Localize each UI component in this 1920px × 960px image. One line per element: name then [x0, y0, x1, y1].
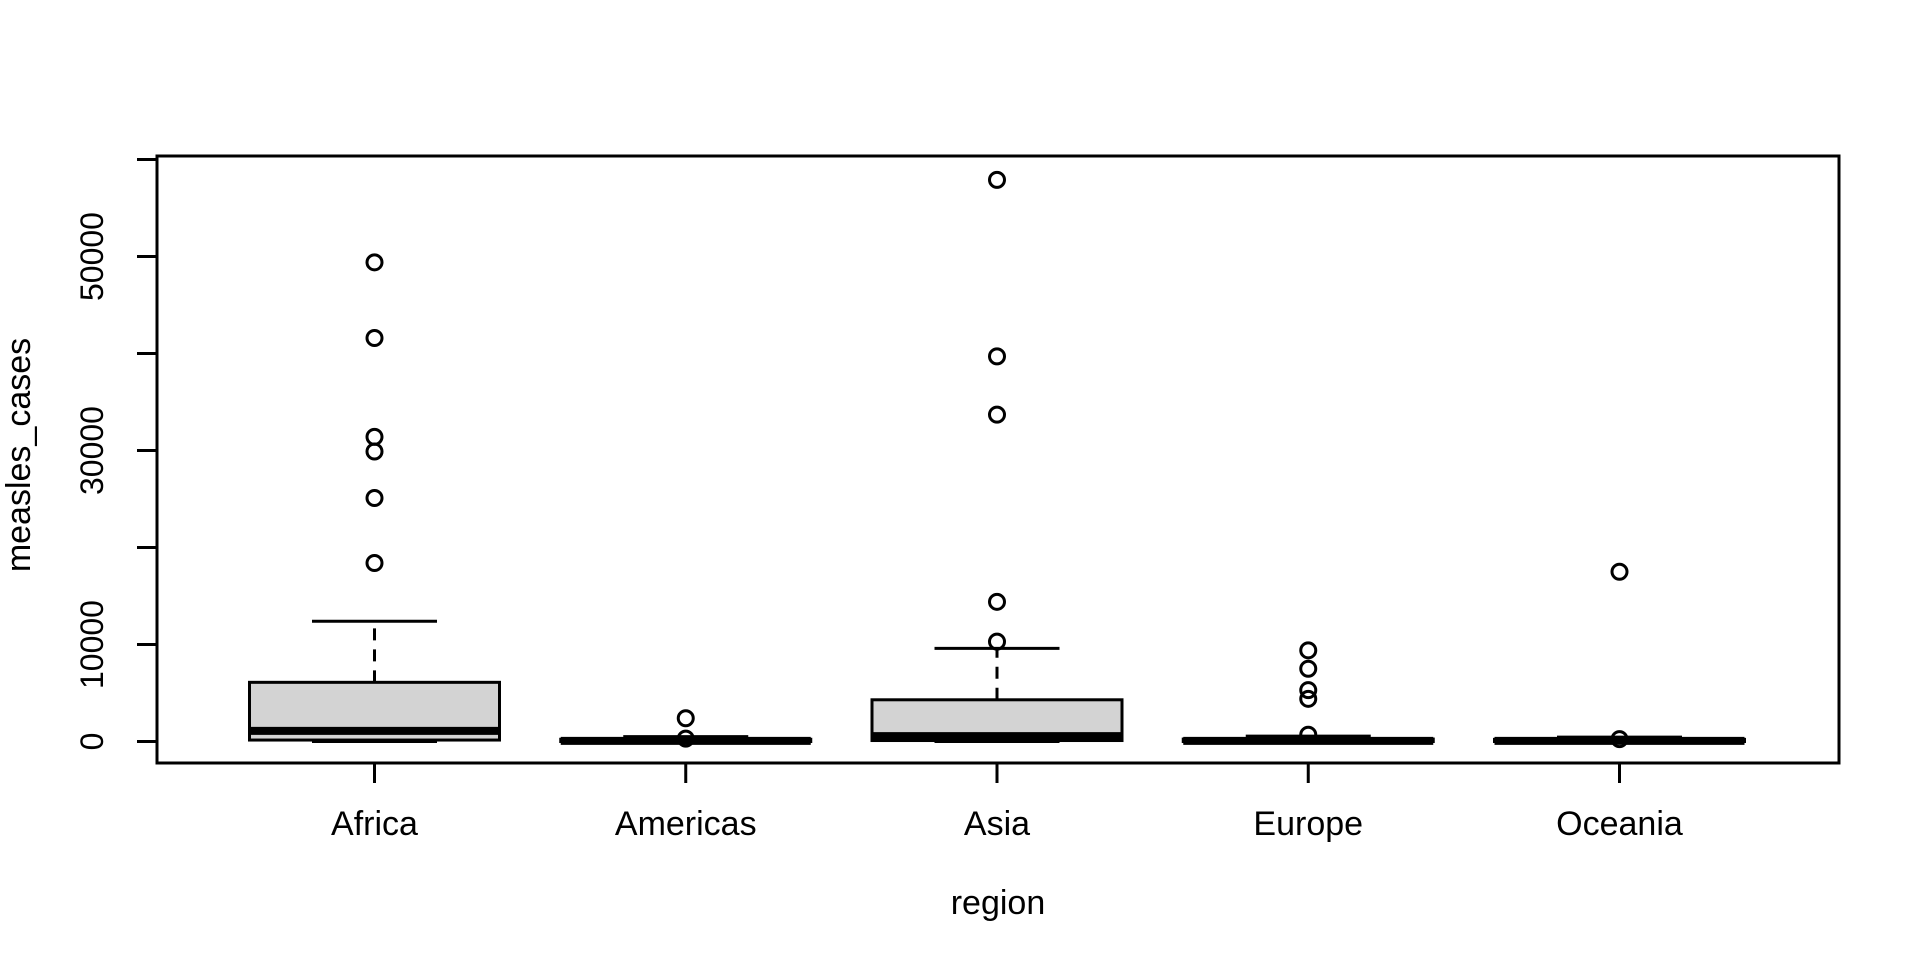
x-category-label: Africa — [331, 805, 418, 843]
x-category-label: Asia — [964, 805, 1030, 843]
y-tick-label: 30000 — [74, 406, 110, 495]
y-axis-title: measles_cases — [0, 338, 38, 572]
outlier-point — [1610, 730, 1629, 749]
outlier-point — [988, 170, 1006, 189]
outlier-point — [1299, 689, 1318, 708]
box-group-asia: Asia — [870, 170, 1124, 843]
outlier-point — [676, 729, 695, 748]
outlier-point — [988, 405, 1006, 424]
plot-border — [155, 154, 1841, 765]
outlier-point — [988, 632, 1006, 651]
outlier-point — [1299, 725, 1318, 744]
box-group-europe: Europe — [1181, 641, 1435, 843]
outlier-point — [365, 489, 384, 508]
outlier-point — [365, 442, 384, 461]
y-tick-label: 0 — [74, 733, 110, 751]
x-category-label: Americas — [615, 805, 757, 843]
x-category-label: Oceania — [1556, 805, 1683, 843]
x-category-label: Europe — [1253, 805, 1363, 843]
outlier-point — [365, 328, 384, 347]
y-tick-label: 50000 — [74, 212, 110, 301]
outlier-point — [1299, 659, 1318, 678]
box-group-africa: Africa — [248, 253, 501, 843]
outlier-point — [988, 347, 1006, 366]
outlier-point — [1299, 681, 1318, 700]
outlier-point — [676, 709, 695, 728]
box-group-oceania: Oceania — [1493, 562, 1746, 843]
y-tick-label: 10000 — [74, 600, 110, 689]
outlier-point — [988, 592, 1006, 611]
plot-area: 0 10000 30000 50000 Africa Americas Asia Europe… — [74, 154, 1841, 843]
outlier-point — [1299, 641, 1318, 660]
outlier-point — [365, 554, 384, 573]
outlier-point — [1610, 562, 1629, 581]
box-group-americas: Americas — [559, 709, 813, 843]
outlier-point — [365, 253, 384, 272]
x-axis-title: region — [951, 884, 1046, 922]
outlier-point — [365, 427, 384, 446]
